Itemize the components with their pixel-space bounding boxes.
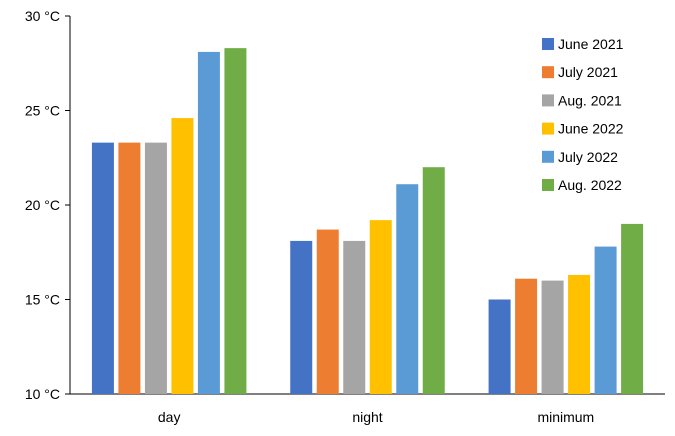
bar	[568, 274, 591, 394]
y-tick-label: 30 °C	[25, 8, 60, 24]
bar	[290, 240, 313, 394]
bar	[171, 118, 194, 394]
y-tick-label: 25 °C	[25, 103, 60, 119]
y-tick-label: 10 °C	[25, 386, 60, 402]
bar	[594, 246, 617, 394]
x-category-label: minimum	[537, 409, 594, 425]
bar	[118, 142, 141, 394]
legend-swatch	[542, 66, 554, 79]
legend: June 2021 July 2021 Aug. 2021 June 2022 July…	[542, 36, 624, 193]
bar	[224, 48, 247, 394]
legend-label: June 2021	[558, 36, 624, 52]
legend-swatch	[542, 94, 554, 107]
y-tick-label: 20 °C	[25, 197, 60, 213]
legend-swatch	[542, 179, 554, 191]
bar	[343, 240, 366, 394]
legend-swatch	[542, 150, 554, 163]
bar	[197, 51, 220, 394]
category-labels: day night minimum	[158, 409, 594, 425]
bar	[144, 142, 167, 394]
bar	[488, 299, 511, 394]
bar	[541, 280, 564, 394]
bar	[91, 142, 114, 394]
bar	[422, 167, 445, 394]
x-category-label: day	[158, 409, 181, 425]
y-tick-label: 15 °C	[25, 292, 60, 308]
bar	[369, 220, 392, 394]
y-axis: 10 °C 15 °C 20 °C 25 °C 30 °C	[25, 8, 71, 402]
bar	[515, 278, 538, 394]
bar	[621, 223, 644, 394]
bars	[91, 48, 644, 394]
bar	[396, 184, 419, 394]
legend-label: Aug. 2021	[558, 92, 622, 108]
legend-label: Aug. 2022	[558, 177, 622, 193]
legend-label: June 2022	[558, 121, 624, 137]
legend-label: July 2022	[558, 149, 618, 165]
x-category-label: night	[352, 409, 382, 425]
bar	[316, 229, 339, 394]
legend-label: July 2021	[558, 64, 618, 80]
legend-swatch	[542, 122, 554, 135]
legend-swatch	[542, 38, 554, 50]
